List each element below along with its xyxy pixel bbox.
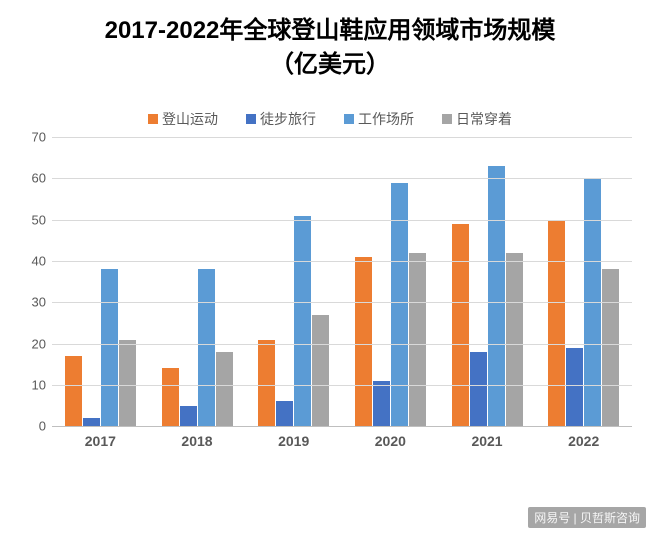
gridline <box>52 137 632 138</box>
bar-group <box>52 137 149 426</box>
bar-group <box>149 137 246 426</box>
bar-group <box>342 137 439 426</box>
bar-group <box>245 137 342 426</box>
legend-item: 工作场所 <box>344 109 414 129</box>
watermark: 网易号 | 贝哲斯咨询 <box>528 507 646 528</box>
gridline <box>52 302 632 303</box>
bar <box>373 381 390 426</box>
bar <box>488 166 505 426</box>
bar <box>276 401 293 426</box>
chart: 010203040506070 201720182019202020212022 <box>52 137 632 457</box>
legend-label: 徒步旅行 <box>260 109 316 129</box>
bar <box>162 368 179 426</box>
title-line2: （亿美元） <box>20 48 640 82</box>
bar <box>548 220 565 426</box>
bar <box>355 257 372 426</box>
y-tick-label: 40 <box>18 254 46 269</box>
legend-item: 日常穿着 <box>442 109 512 129</box>
y-tick-label: 10 <box>18 377 46 392</box>
bar <box>470 352 487 426</box>
bar <box>452 224 469 426</box>
x-tick-label: 2019 <box>245 427 342 457</box>
gridline <box>52 385 632 386</box>
legend-label: 登山运动 <box>162 109 218 129</box>
bar <box>294 216 311 427</box>
bar <box>119 340 136 427</box>
legend-swatch <box>246 114 256 124</box>
bar <box>65 356 82 426</box>
y-tick-label: 0 <box>18 419 46 434</box>
bar <box>409 253 426 426</box>
bar-group <box>535 137 632 426</box>
bar <box>506 253 523 426</box>
bar <box>602 269 619 426</box>
chart-title: 2017-2022年全球登山鞋应用领域市场规模 （亿美元） <box>0 0 660 81</box>
gridline <box>52 178 632 179</box>
legend-label: 日常穿着 <box>456 109 512 129</box>
legend: 登山运动 徒步旅行 工作场所 日常穿着 <box>0 109 660 129</box>
x-tick-label: 2017 <box>52 427 149 457</box>
legend-swatch <box>344 114 354 124</box>
x-tick-label: 2022 <box>535 427 632 457</box>
gridline <box>52 261 632 262</box>
bar <box>566 348 583 426</box>
x-tick-label: 2020 <box>342 427 439 457</box>
bar <box>101 269 118 426</box>
x-tick-label: 2021 <box>439 427 536 457</box>
bar <box>198 269 215 426</box>
plot-area: 010203040506070 <box>52 137 632 427</box>
y-tick-label: 30 <box>18 295 46 310</box>
bar <box>83 418 100 426</box>
title-line1: 2017-2022年全球登山鞋应用领域市场规模 <box>20 14 640 48</box>
y-tick-label: 70 <box>18 130 46 145</box>
bar <box>216 352 233 426</box>
bar <box>312 315 329 426</box>
x-tick-label: 2018 <box>149 427 246 457</box>
bar-group <box>439 137 536 426</box>
legend-swatch <box>148 114 158 124</box>
y-tick-label: 50 <box>18 212 46 227</box>
gridline <box>52 220 632 221</box>
legend-label: 工作场所 <box>358 109 414 129</box>
y-tick-label: 20 <box>18 336 46 351</box>
gridline <box>52 344 632 345</box>
bar-groups <box>52 137 632 426</box>
y-tick-label: 60 <box>18 171 46 186</box>
bar <box>180 406 197 427</box>
bar <box>258 340 275 427</box>
legend-item: 登山运动 <box>148 109 218 129</box>
legend-item: 徒步旅行 <box>246 109 316 129</box>
legend-swatch <box>442 114 452 124</box>
x-axis-labels: 201720182019202020212022 <box>52 427 632 457</box>
